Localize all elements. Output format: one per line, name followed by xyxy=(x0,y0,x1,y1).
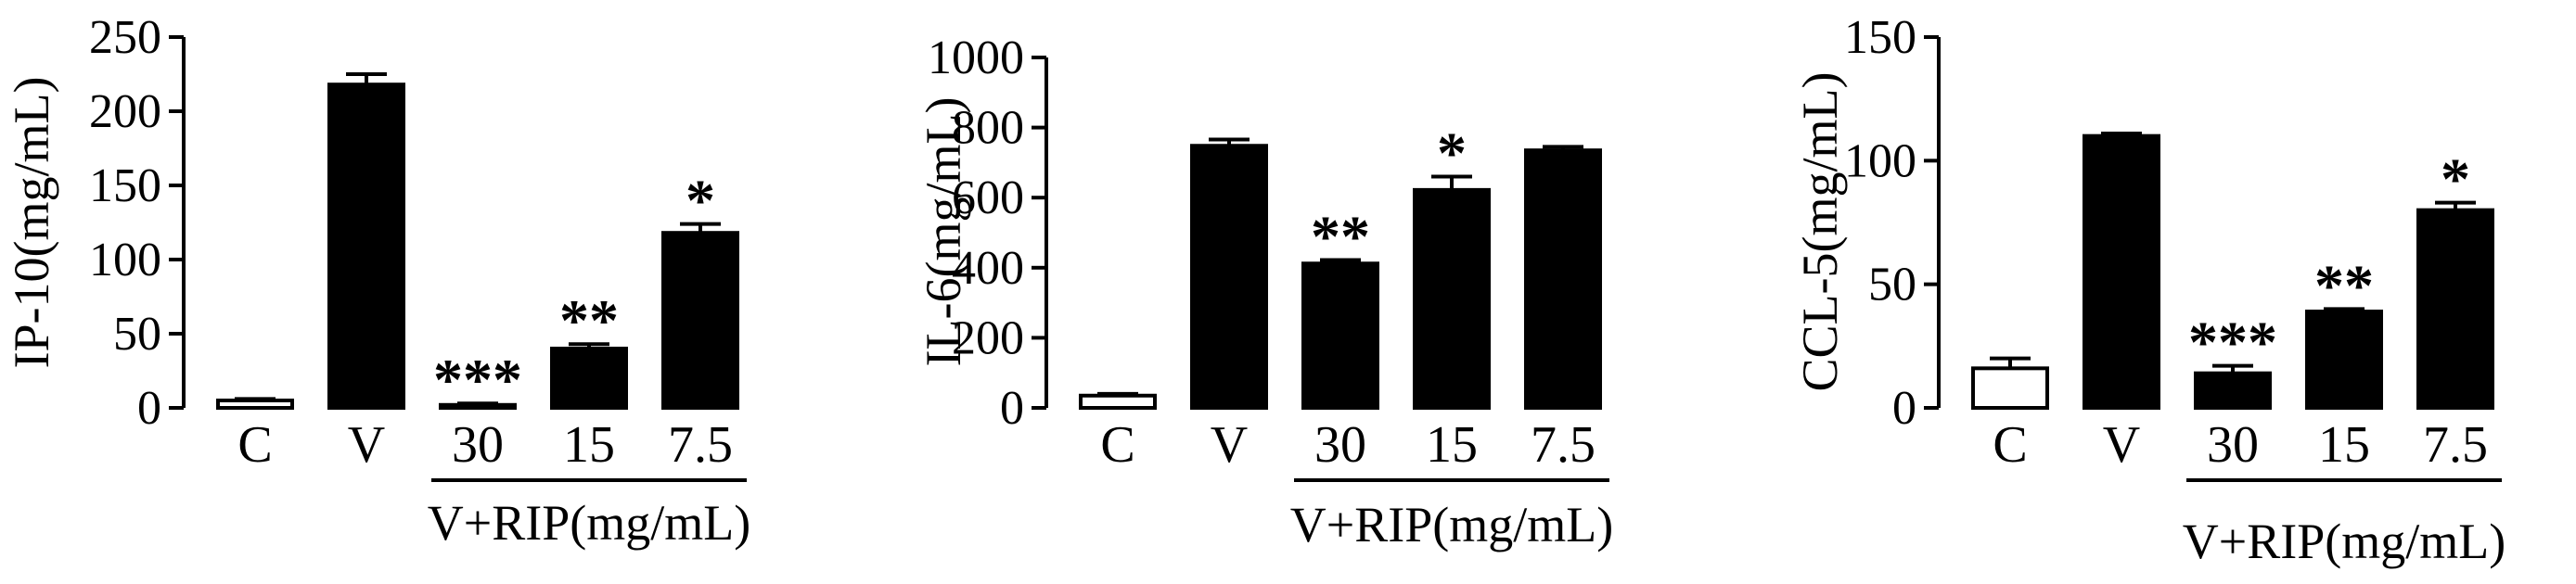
y-tick-label: 800 xyxy=(952,102,1024,155)
significance-label: * xyxy=(686,168,715,234)
y-tick-label: 600 xyxy=(952,171,1024,224)
bar-C xyxy=(1971,366,2049,411)
bar-V xyxy=(2083,133,2160,411)
il6-chart: 0 200 400 600 800 1000 IL-6(mg/mL) C V ** 30 * 15 7.5… xyxy=(916,32,1613,552)
bar-15 xyxy=(550,347,628,410)
y-tick-label: 50 xyxy=(1868,259,1916,311)
y-tick-label: 250 xyxy=(89,11,161,64)
bar-7.5 xyxy=(661,231,739,410)
category-label: 15 xyxy=(1426,416,1478,474)
bar-15 xyxy=(2305,310,2383,410)
y-tick-label: 0 xyxy=(1000,382,1024,435)
category-label: C xyxy=(1993,416,2027,474)
y-tick-label: 50 xyxy=(113,308,161,361)
category-label: 7.5 xyxy=(1531,416,1596,474)
category-label: V xyxy=(1211,416,1248,474)
significance-label: *** xyxy=(2188,310,2277,375)
bar-C xyxy=(216,399,294,410)
category-label: 30 xyxy=(1314,416,1366,474)
y-axis-label: CCL-5(mg/mL) xyxy=(1792,72,1848,392)
bar-30 xyxy=(2194,371,2272,410)
y-tick-label: 150 xyxy=(1844,11,1916,64)
bar-30 xyxy=(1301,261,1379,410)
y-tick-label: 150 xyxy=(89,159,161,212)
ip10-chart: 0 50 100 150 200 250 IP-10(mg/mL) C V ***30 ** 15 * 7… xyxy=(4,11,750,551)
category-label: C xyxy=(237,416,272,474)
y-axis-label: IL-6(mg/mL) xyxy=(916,97,971,367)
y-tick-label: 0 xyxy=(1892,382,1916,435)
significance-label: *** xyxy=(433,347,522,413)
y-tick-label: 400 xyxy=(952,242,1024,295)
y-tick-label: 200 xyxy=(89,85,161,138)
category-label: 7.5 xyxy=(2423,416,2488,474)
bar-15 xyxy=(1413,187,1491,410)
y-tick-label: 1000 xyxy=(928,32,1024,84)
category-label: V xyxy=(2103,416,2140,474)
y-axis-label: IP-10(mg/mL) xyxy=(4,77,59,369)
y-tick-label: 200 xyxy=(952,311,1024,364)
bar-7.5 xyxy=(2416,208,2494,410)
category-label: 30 xyxy=(2207,416,2259,474)
bar-V xyxy=(1190,144,1268,410)
significance-label: * xyxy=(1437,121,1467,186)
bar-V xyxy=(327,83,405,410)
category-label: 15 xyxy=(563,416,615,474)
category-label: C xyxy=(1100,416,1134,474)
category-label: 7.5 xyxy=(668,416,733,474)
category-label: V xyxy=(348,416,385,474)
significance-label: ** xyxy=(2314,252,2374,318)
group-label: V+RIP(mg/mL) xyxy=(428,495,750,551)
bar-30 xyxy=(439,402,517,410)
significance-label: ** xyxy=(559,287,619,353)
y-tick-label: 0 xyxy=(137,382,161,435)
category-label: 15 xyxy=(2318,416,2370,474)
significance-label: * xyxy=(2441,146,2470,212)
ccl5-chart: 0 50 100 150 CCL-5(mg/mL) C V *** 30 ** 15 * 7.5 V+RI… xyxy=(1792,11,2506,569)
group-label: V+RIP(mg/mL) xyxy=(2183,514,2506,569)
y-tick-label: 100 xyxy=(1844,134,1916,187)
category-label: 30 xyxy=(452,416,504,474)
y-tick-label: 100 xyxy=(89,234,161,286)
bar-7.5 xyxy=(1524,148,1602,410)
significance-label: ** xyxy=(1311,203,1370,269)
group-label: V+RIP(mg/mL) xyxy=(1290,497,1613,552)
bar-C xyxy=(1079,393,1157,410)
